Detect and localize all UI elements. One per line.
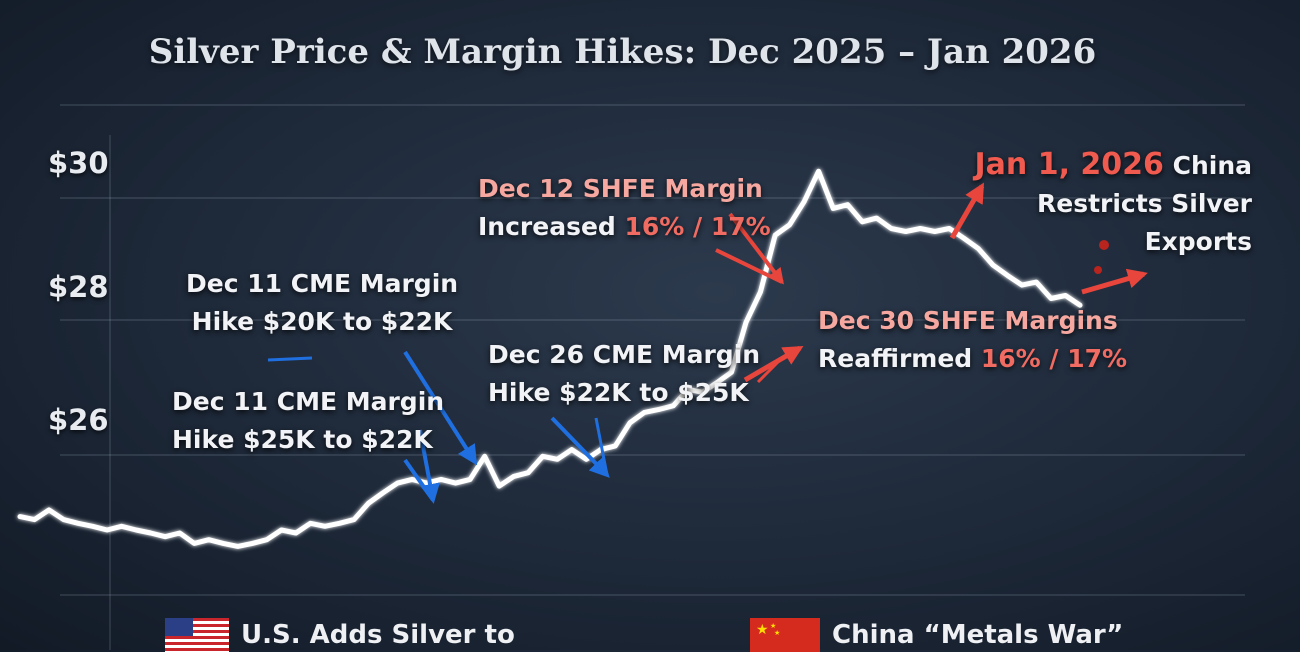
annotation-line: Restricts Silver bbox=[1036, 189, 1252, 218]
annotation-line: Dec 26 CME Margin bbox=[488, 340, 761, 369]
cme-arrow-1 bbox=[403, 350, 478, 466]
red-blot bbox=[1099, 240, 1109, 250]
footer-china-text: China “Metals War” bbox=[832, 620, 1124, 650]
cme-arrow-3b bbox=[594, 417, 609, 476]
annotation-text: Increased bbox=[478, 212, 625, 241]
annotation-line: Hike $20K to $22K bbox=[191, 307, 453, 336]
price-line bbox=[17, 168, 1083, 549]
annotation-cme-2: Dec 11 CME Margin Hike $25K to $22K bbox=[172, 383, 444, 459]
annotation-date: Jan 1, 2026 bbox=[974, 147, 1164, 182]
cme-arrow-2 bbox=[418, 429, 440, 504]
footer-us: U.S. Adds Silver to bbox=[165, 618, 515, 652]
annotation-line: Jan 1, 2026 China bbox=[974, 146, 1252, 185]
svg-text:★: ★ bbox=[774, 629, 780, 637]
china-arrow-up bbox=[949, 182, 985, 240]
footer-us-text: U.S. Adds Silver to bbox=[241, 620, 515, 650]
y-tick-label: $26 bbox=[48, 403, 109, 437]
annotation-cme-3: Dec 26 CME Margin Hike $22K to $25K bbox=[488, 336, 760, 412]
annotation-highlight: 16% / 17% bbox=[624, 212, 771, 241]
footer-china: ★ ★ ★ China “Metals War” bbox=[750, 618, 1123, 652]
red-blot bbox=[1094, 266, 1102, 274]
annotation-cme-1: Dec 11 CME Margin Hike $20K to $22K bbox=[186, 265, 458, 341]
grid-lines bbox=[60, 104, 1245, 650]
annotation-line: Reaffirmed 16% / 17% bbox=[818, 340, 1127, 378]
annotation-jan: Jan 1, 2026 China Restricts Silver Expor… bbox=[974, 146, 1252, 261]
y-tick-label: $30 bbox=[48, 146, 109, 180]
annotation-shfe-1: Dec 12 SHFE Margin Increased 16% / 17% bbox=[478, 170, 771, 246]
china-flag-icon: ★ ★ ★ bbox=[750, 618, 820, 652]
us-flag-icon bbox=[165, 618, 229, 652]
annotation-line: Dec 11 CME Margin bbox=[186, 269, 459, 298]
annotation-text: China bbox=[1163, 151, 1252, 180]
annotation-line: Exports bbox=[1144, 227, 1252, 256]
shfe-arrow-2 bbox=[743, 345, 804, 383]
annotation-line: Dec 30 SHFE Margins bbox=[818, 306, 1118, 335]
svg-text:★: ★ bbox=[770, 622, 776, 630]
shfe-arrow-2b bbox=[756, 358, 782, 384]
annotation-text: Reaffirmed bbox=[818, 344, 981, 373]
cme-tick-mark bbox=[267, 356, 313, 362]
cme-arrow-3 bbox=[550, 416, 610, 478]
shfe-arrow-1b bbox=[715, 248, 783, 284]
y-tick-label: $28 bbox=[48, 270, 109, 304]
annotation-line: Hike $22K to $25K bbox=[488, 378, 749, 407]
chart-title: Silver Price & Margin Hikes: Dec 2025 – … bbox=[148, 32, 1097, 72]
cme-arrow-2b bbox=[403, 458, 435, 502]
annotation-line: Hike $25K to $22K bbox=[172, 425, 433, 454]
china-arrow-right bbox=[1081, 268, 1148, 295]
annotation-shfe-2: Dec 30 SHFE Margins Reaffirmed 16% / 17% bbox=[818, 302, 1127, 378]
annotation-line: Increased 16% / 17% bbox=[478, 208, 771, 246]
svg-text:★: ★ bbox=[756, 622, 769, 638]
annotation-highlight: 16% / 17% bbox=[980, 344, 1128, 373]
annotation-line: Dec 11 CME Margin bbox=[172, 387, 445, 416]
annotation-line: Dec 12 SHFE Margin bbox=[478, 174, 763, 203]
shfe-arrow-1 bbox=[728, 212, 784, 285]
